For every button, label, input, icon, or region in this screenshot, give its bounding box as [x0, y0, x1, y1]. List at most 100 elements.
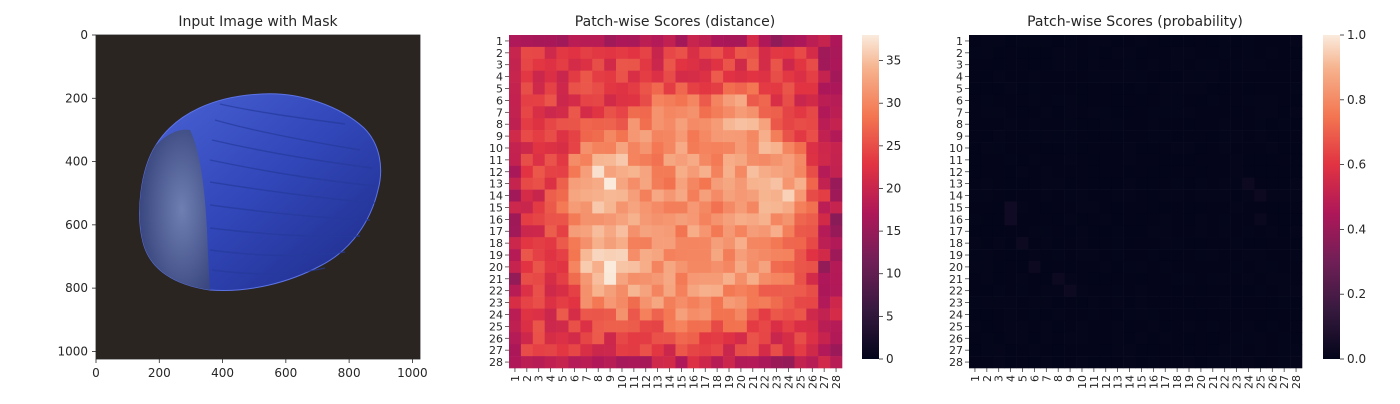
heatmap-cell [1171, 142, 1184, 155]
heatmap-cell [746, 142, 760, 155]
heatmap-cell [627, 46, 641, 60]
heatmap-cell [1218, 201, 1231, 214]
heatmap-cell [592, 177, 605, 190]
heatmap-cell [509, 70, 522, 83]
heatmap-cell [794, 308, 807, 321]
heatmap-cell [1194, 189, 1208, 202]
heatmap-cell [544, 296, 557, 309]
probability-heatmap [969, 35, 1303, 369]
heatmap-cell [1028, 153, 1041, 167]
heatmap-cell [758, 94, 771, 107]
heatmap-cell [1147, 249, 1160, 262]
heatmap-cell [1076, 213, 1089, 226]
heatmap-cell [687, 165, 700, 179]
heatmap-cell [544, 332, 557, 345]
heatmap-cell [675, 94, 688, 107]
heatmap-cell [1290, 165, 1303, 179]
heatmap-cell [818, 130, 831, 143]
heatmap-cell [556, 130, 569, 143]
heatmap-cell [580, 284, 593, 297]
heatmap-cell [969, 237, 982, 250]
heatmap-cell [806, 58, 819, 71]
heatmap-cell [1016, 58, 1029, 71]
heatmap-cell [818, 225, 831, 238]
heatmap-cell [556, 82, 569, 95]
heatmap-cell [568, 189, 581, 202]
heatmap-cell [1004, 70, 1017, 83]
heatmap-cell [1230, 213, 1243, 226]
heatmap-cell [1290, 213, 1303, 226]
heatmap-cell [770, 237, 783, 250]
heatmap-cell [734, 296, 748, 309]
heatmap-cell [980, 260, 994, 274]
heatmap-cell [1040, 356, 1053, 369]
heatmap-cell [1052, 344, 1065, 357]
heatmap-cell [1004, 118, 1017, 131]
heatmap-cell [1194, 58, 1208, 71]
heatmap-cell [711, 332, 724, 345]
y-tick-label: 13 [489, 178, 503, 191]
heatmap-cell [1087, 35, 1101, 48]
heatmap-cell [639, 153, 653, 167]
heatmap-cell [1123, 70, 1136, 83]
heatmap-cell [1254, 70, 1267, 83]
heatmap-cell [758, 46, 771, 60]
heatmap-cell [675, 260, 688, 274]
heatmap-cell [663, 106, 676, 119]
heatmap-cell [1171, 237, 1184, 250]
y-tick-label: 21 [489, 273, 503, 286]
heatmap-cell [1194, 332, 1208, 345]
heatmap-cell [758, 320, 771, 333]
heatmap-cell [1135, 153, 1148, 167]
heatmap-cell [1135, 356, 1148, 369]
input-image-panel: Input Image with Mask 0 200 400 600 800 1000 … [57, 14, 427, 380]
heatmap-cell [1266, 296, 1279, 309]
heatmap-cell [675, 35, 688, 48]
heatmap-cell [1254, 225, 1267, 238]
heatmap-cell [734, 58, 748, 71]
heatmap-cell [1004, 213, 1017, 226]
heatmap-cell [782, 46, 795, 60]
heatmap-cell [1171, 46, 1184, 60]
heatmap-cell [509, 165, 522, 179]
heatmap-cell [1278, 35, 1291, 48]
x-tick-label: 26 [1266, 375, 1279, 389]
heatmap-cell [1159, 284, 1172, 297]
heatmap-cell [1123, 344, 1136, 357]
heatmap-cell [1266, 272, 1279, 286]
heatmap-cell [532, 189, 545, 202]
heatmap-cell [616, 189, 629, 202]
heatmap-cell [699, 332, 712, 345]
heatmap-cell [1290, 177, 1303, 190]
heatmap-cell [782, 344, 795, 357]
heatmap-cell [663, 356, 676, 369]
heatmap-cell [580, 177, 593, 190]
heatmap-cell [1087, 356, 1101, 369]
heatmap-cell [651, 130, 664, 143]
heatmap-cell [1135, 308, 1148, 321]
y-tick-label: 19 [949, 249, 963, 262]
heatmap-cell [556, 165, 569, 179]
heatmap-cell [1230, 46, 1243, 60]
heatmap-cell [1254, 153, 1267, 167]
heatmap-cell [1218, 94, 1231, 107]
heatmap-cell [1290, 296, 1303, 309]
heatmap-cell [818, 58, 831, 71]
heatmap-cell [1147, 189, 1160, 202]
heatmap-cell [992, 284, 1005, 297]
heatmap-cell [544, 272, 557, 286]
heatmap-cell [604, 46, 617, 60]
heatmap-cell [746, 344, 760, 357]
heatmap-cell [969, 177, 982, 190]
heatmap-cell [1194, 165, 1208, 179]
heatmap-cell [734, 332, 748, 345]
heatmap-cell [723, 332, 736, 345]
heatmap-cell [699, 130, 712, 143]
heatmap-cell [1064, 177, 1077, 190]
heatmap-cell [1076, 189, 1089, 202]
heatmap-cell [1171, 201, 1184, 214]
heatmap-cell [1230, 284, 1243, 297]
heatmap-cell [782, 296, 795, 309]
heatmap-cell [1064, 70, 1077, 83]
heatmap-cell [794, 225, 807, 238]
